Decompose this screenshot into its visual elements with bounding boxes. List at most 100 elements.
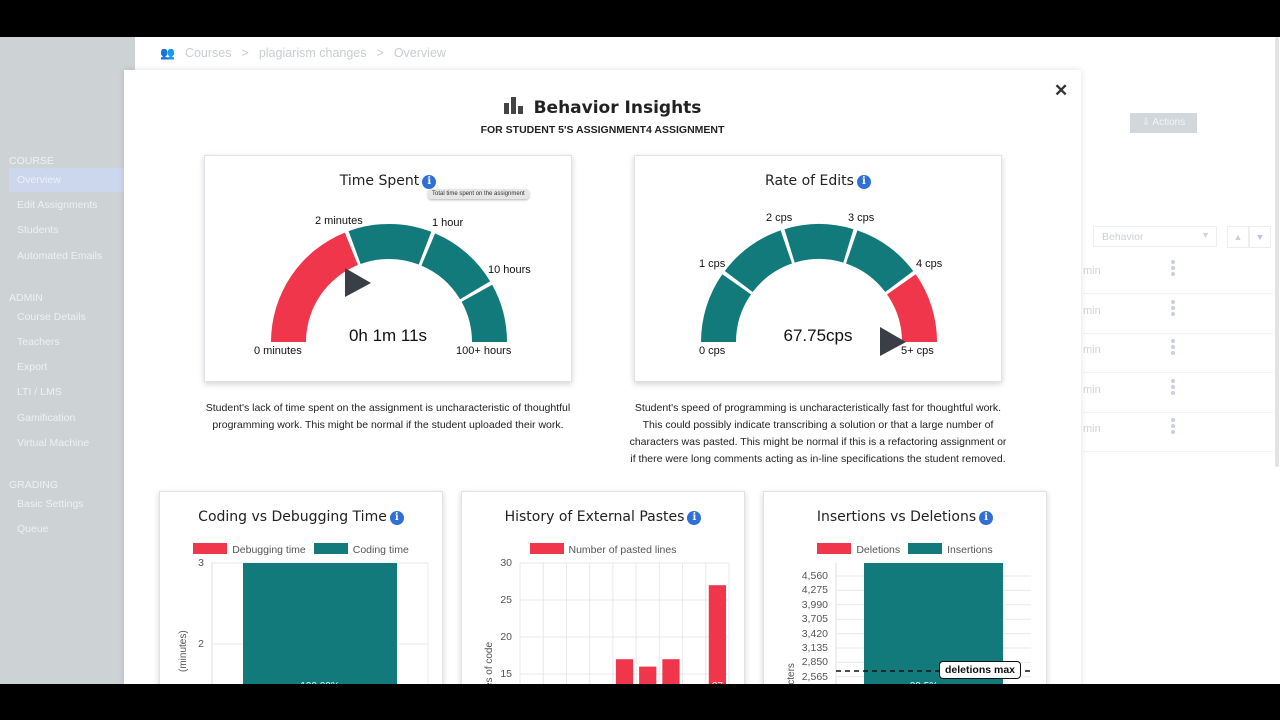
kebab-menu-icon[interactable] [1171,378,1175,397]
gauge-label: 2 minutes [315,215,363,227]
row-text: min [1083,265,1101,277]
breadcrumb-courses[interactable]: Courses [184,46,232,60]
kebab-menu-icon[interactable] [1171,418,1175,436]
time-spent-description: Student's lack of time spent on the assi… [205,402,571,431]
sidebar-item[interactable]: Automated Emails [17,249,103,262]
chart-legend: Deletions Insertions [764,543,1046,556]
y-tick: 2,565 [801,670,828,683]
table-row[interactable]: min [1083,255,1273,294]
rate-of-edits-gauge [701,224,937,356]
sidebar-item[interactable]: Edit Assignments [17,199,98,212]
data-label: 27 [712,681,724,684]
y-tick: 3,990 [801,598,828,611]
sidebar-item[interactable]: Basic Settings [17,498,84,510]
y-tick: 3,420 [801,627,828,640]
legend-item[interactable]: Coding time [313,543,409,556]
table-row[interactable]: min [1083,295,1273,334]
y-tick: 20 [500,631,512,643]
chart-title: History of External Pastes i [462,509,744,525]
card-title: Rate of Edits i [635,173,1001,189]
y-tick: 25 [500,594,512,606]
legend-item[interactable]: Debugging time [193,543,306,556]
y-tick: 2 [198,638,204,650]
bar-coding-time[interactable] [243,563,397,684]
sidebar-section-label: GRADING [9,479,59,491]
kebab-menu-icon[interactable] [1171,260,1175,278]
gauge-label: 1 cps [699,258,726,270]
kebab-menu-icon[interactable] [1171,299,1175,318]
row-text: min [1083,383,1101,396]
actions-button[interactable]: ⇩ Actions [1130,113,1197,133]
time-spent-card: Time Spent i Total time spent on the assi… [204,155,572,382]
bar-pasted-lines[interactable] [708,585,726,684]
sidebar-section-label: COURSE [9,155,54,167]
y-axis-label: (minutes) [178,630,189,672]
legend-item[interactable]: Number of pasted lines [529,543,676,556]
info-icon[interactable]: i [422,175,437,189]
sidebar-item[interactable]: Export [17,361,48,374]
chart-plot: 27 [519,562,730,684]
gauge-label: 100+ hours [456,345,512,357]
users-icon: 👥 [160,46,175,60]
chart-card: History of External Pastes i Number of pas… [461,491,745,684]
info-icon[interactable]: i [856,175,871,189]
row-text: min [1083,304,1101,317]
legend-item[interactable]: Deletions [817,543,900,556]
chart-card: Insertions vs Deletions i Deletions Inserti… [763,491,1047,684]
behavior-insights-modal: Behavior Insights FOR STUDENT 5'S ASSIGN… [124,70,1081,684]
sort-desc-button[interactable]: ▼ [1249,226,1271,248]
bar-pasted-lines[interactable] [662,659,680,684]
scrollbar[interactable] [1275,37,1279,467]
gauge-segment [271,232,358,342]
chart-legend: Number of pasted lines [462,543,744,556]
sidebar-item[interactable]: Teachers [17,336,60,348]
breadcrumb-overview[interactable]: Overview [393,46,446,60]
sidebar: COURSE Overview Edit Assignments Students Au… [0,37,135,684]
data-label: 100.00% [300,681,340,684]
sidebar-item[interactable]: Course Details [17,310,86,323]
breadcrumb-course[interactable]: plagiarism changes [258,46,367,60]
gauge-segment [461,284,507,342]
sidebar-item[interactable]: Students [17,224,59,237]
y-tick: 3 [198,557,204,569]
y-tick: 2,850 [801,656,828,669]
info-icon[interactable]: i [687,511,702,525]
card-title: Time Spent i [205,173,571,189]
gauge-label: 0 cps [699,345,726,357]
sort-select[interactable]: Behavior ▼ [1093,226,1217,247]
gauge-label: 3 cps [848,212,875,224]
gauge-pointer [880,327,906,356]
sidebar-item[interactable]: Overview [9,168,124,192]
annotation-label: deletions max [939,661,1022,679]
gauge-segment [701,274,751,342]
gauge-label: 0 minutes [254,345,302,357]
info-icon[interactable]: i [979,511,994,525]
breadcrumb: 👥 Courses > plagiarism changes > Overview [160,46,446,60]
legend-item[interactable]: Insertions [908,543,993,556]
y-tick: 4,560 [801,570,828,582]
kebab-menu-icon[interactable] [1171,339,1175,357]
bar-pasted-lines[interactable] [639,666,657,684]
info-icon[interactable]: i [389,511,404,525]
chart-card: Coding vs Debugging Time i Debugging time C… [159,491,443,684]
sidebar-item[interactable]: Queue [17,523,49,536]
sort-select-value: Behavior [1102,231,1144,243]
table-row[interactable]: min [1083,334,1273,373]
gauge-segment [846,230,914,292]
sort-asc-button[interactable]: ▲ [1227,226,1249,248]
gauge-label: 5+ cps [901,345,934,357]
bar-chart-icon [503,97,526,114]
bar-pasted-lines[interactable] [615,659,634,684]
row-text: min [1083,423,1101,435]
close-icon[interactable]: ✕ [1054,81,1069,100]
table-row[interactable]: min [1083,374,1273,413]
gauge-label: 10 hours [488,264,531,276]
sidebar-item[interactable]: Virtual Machine [17,436,90,449]
chart-title: Insertions vs Deletions i [764,509,1046,525]
table-row[interactable]: min [1083,413,1273,452]
sidebar-item[interactable]: Gamification [17,411,76,424]
sidebar-item[interactable]: LTI / LMS [17,386,62,399]
app: COURSE Overview Edit Assignments Students Au… [0,37,1280,684]
rate-of-edits-description: Student's speed of programming is unchar… [629,402,1007,465]
gauge-value: 0h 1m 11s [348,326,428,345]
